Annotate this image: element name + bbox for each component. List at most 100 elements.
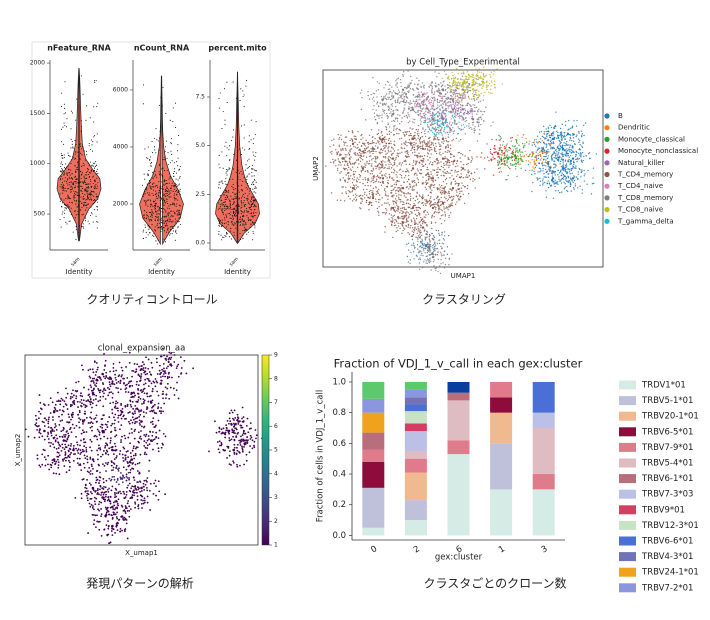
jitter-dot — [224, 123, 226, 125]
jitter-dot — [222, 201, 224, 204]
jitter-dot — [92, 171, 94, 173]
jitter-dot — [173, 197, 175, 199]
jitter-dot — [85, 217, 87, 219]
jitter-dot — [74, 185, 76, 187]
jitter-dot — [175, 231, 177, 233]
jitter-dot — [97, 221, 99, 223]
cell-dot — [357, 154, 359, 156]
jitter-dot — [173, 188, 175, 190]
jitter-dot — [253, 199, 256, 202]
cell-dot — [373, 116, 376, 118]
cell-dot — [409, 83, 412, 85]
cell-dot — [410, 149, 412, 152]
cell-dot — [399, 198, 401, 201]
jitter-dot — [150, 163, 152, 165]
cell-dot — [416, 232, 419, 235]
cell-dot — [528, 154, 531, 156]
cell-dot — [443, 130, 445, 132]
cell-dot — [459, 104, 462, 106]
cell-dot — [546, 145, 548, 147]
cell-dot — [407, 141, 409, 144]
cell-dot — [447, 146, 449, 149]
cell-dot — [548, 143, 550, 145]
jitter-dot — [170, 142, 172, 144]
cell-dot — [573, 161, 575, 164]
cell-dot — [539, 159, 542, 161]
cell-dot — [398, 180, 400, 182]
cell-dot — [506, 154, 508, 156]
cell-dot — [580, 135, 583, 138]
cell-dot — [422, 176, 424, 178]
cell-dot — [370, 148, 372, 150]
jitter-dot — [157, 227, 159, 229]
cell-dot — [349, 168, 352, 170]
jitter-dot — [153, 137, 155, 139]
cell-dot — [571, 127, 573, 129]
jitter-dot — [218, 163, 220, 165]
cell-dot — [395, 158, 397, 160]
cell-dot — [367, 196, 369, 199]
cell-dot — [393, 224, 396, 227]
jitter-dot — [95, 187, 97, 189]
cell-dot — [418, 138, 421, 141]
jitter-dot — [61, 182, 63, 184]
jitter-dot — [253, 215, 255, 217]
cell-dot — [401, 191, 403, 193]
cell-dot — [397, 216, 400, 218]
cell-dot — [385, 173, 387, 175]
cell-dot — [579, 156, 582, 158]
jitter-dot — [172, 226, 174, 228]
jitter-dot — [242, 220, 244, 222]
cell-dot — [564, 166, 566, 169]
cell-dot — [581, 146, 584, 149]
cell-dot — [393, 143, 395, 146]
cell-dot — [390, 104, 392, 106]
cell-dot — [447, 140, 450, 143]
cell-dot — [402, 93, 404, 96]
jitter-dot — [69, 155, 71, 157]
cell-dot — [350, 148, 353, 150]
jitter-dot — [78, 195, 81, 197]
cell-dot — [381, 117, 383, 119]
cell-dot — [349, 198, 351, 200]
cell-dot — [406, 193, 408, 195]
cell-dot — [535, 154, 538, 157]
cell-dot — [371, 170, 374, 172]
cell-dot — [427, 145, 429, 148]
jitter-dot — [250, 183, 253, 185]
jitter-dot — [149, 211, 151, 214]
cell-dot — [460, 173, 462, 175]
cell-dot — [454, 180, 456, 183]
cell-dot — [457, 170, 460, 173]
cell-dot — [403, 142, 405, 144]
cell-dot — [485, 106, 487, 109]
cell-dot — [375, 161, 377, 163]
cell-dot — [440, 128, 443, 130]
cell-dot — [398, 91, 401, 93]
cell-dot — [379, 177, 381, 180]
cell-dot — [439, 145, 441, 148]
cell-dot — [558, 144, 560, 146]
cell-dot — [351, 140, 354, 142]
cell-dot — [409, 103, 411, 105]
jitter-dot — [74, 180, 76, 183]
jitter-dot — [81, 185, 83, 188]
point — [381, 98, 385, 101]
jitter-dot — [173, 162, 175, 164]
cell-dot — [422, 128, 424, 130]
jitter-dot — [86, 186, 88, 188]
cell-dot — [539, 138, 542, 140]
cell-dot — [461, 119, 463, 121]
cell-dot — [407, 90, 409, 93]
jitter-dot — [151, 186, 153, 188]
cell-dot — [553, 152, 555, 155]
cell-dot — [565, 120, 567, 123]
jitter-dot — [221, 127, 223, 129]
jitter-dot — [246, 167, 248, 169]
cell-dot — [564, 144, 566, 147]
cell-dot — [404, 151, 406, 153]
jitter-dot — [245, 223, 247, 225]
jitter-dot — [219, 167, 221, 169]
cell-dot — [331, 150, 333, 153]
jitter-dot — [89, 179, 91, 181]
